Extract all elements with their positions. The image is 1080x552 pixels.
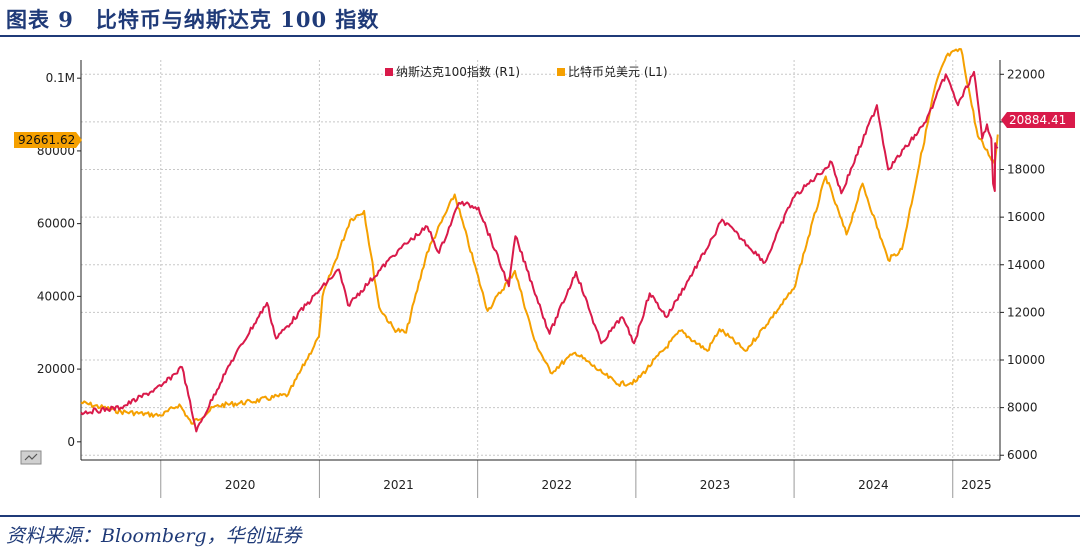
title-rule [0, 35, 1080, 37]
right-tick-label: 16000 [1007, 210, 1045, 224]
nasdaq-last-value: 20884.41 [1009, 113, 1066, 127]
right-axis-ticks: 6000800010000120001400016000180002000022… [1000, 67, 1045, 462]
x-tick-label: 2020 [225, 478, 256, 492]
right-tick-label: 22000 [1007, 67, 1045, 81]
source-rule [0, 515, 1080, 517]
x-tick-label: 2025 [961, 478, 992, 492]
nasdaq-last-value-tag: 20884.41 [1001, 112, 1075, 128]
zoom-icon-glyph [24, 453, 38, 461]
figure-title: 图表 9 比特币与纳斯达克 100 指数 [6, 7, 380, 32]
nasdaq-series-line [80, 70, 999, 433]
right-tick-label: 12000 [1007, 305, 1045, 319]
left-tick-label: 60000 [37, 217, 75, 231]
source-note: 资料来源：Bloomberg，华创证券 [6, 525, 302, 547]
legend-swatch-btc [557, 68, 565, 76]
right-tick-label: 8000 [1007, 401, 1038, 415]
x-tick-label: 2022 [541, 478, 572, 492]
right-tick-label: 14000 [1007, 258, 1045, 272]
right-tick-label: 18000 [1007, 163, 1045, 177]
x-tick-label: 2023 [700, 478, 731, 492]
gridlines [81, 73, 1000, 456]
chart-zoom-icon[interactable] [20, 450, 42, 465]
series [80, 48, 999, 433]
left-tick-label: 0.1M [46, 71, 75, 85]
left-tick-label: 20000 [37, 362, 75, 376]
chart-background [0, 40, 1080, 512]
x-gridlines [160, 60, 954, 498]
btc-series-line [80, 48, 999, 425]
right-tick-label: 6000 [1007, 448, 1038, 462]
x-axis-ticks: 2020 2021 2022 2023 2024 2025 [225, 478, 992, 492]
legend-entry-nasdaq: 纳斯达克100指数 (R1) [396, 64, 520, 79]
legend-entry-btc: 比特币兑美元 (L1) [568, 64, 668, 79]
btc-last-value: 92661.62 [18, 133, 75, 147]
x-tick-label: 2021 [383, 478, 414, 492]
legend-swatch-nasdaq [385, 68, 393, 76]
nasdaq-last-value-box [1001, 112, 1075, 128]
x-tick-label: 2024 [858, 478, 889, 492]
btc-last-value-box [14, 132, 82, 148]
left-tick-label: 40000 [37, 289, 75, 303]
right-tick-label: 10000 [1007, 353, 1045, 367]
btc-last-value-tag: 92661.62 [14, 132, 82, 148]
legend: 纳斯达克100指数 (R1) 比特币兑美元 (L1) [385, 64, 668, 79]
left-tick-label: 0 [67, 435, 75, 449]
